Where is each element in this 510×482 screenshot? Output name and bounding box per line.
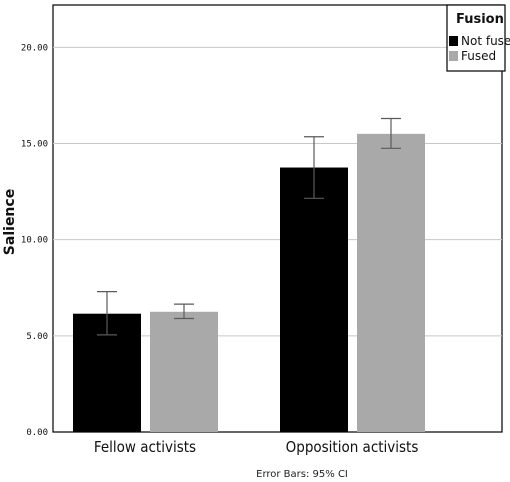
x-axis-category-labels: Fellow activists Opposition activists xyxy=(94,438,418,456)
error-bars xyxy=(97,117,401,336)
legend-title: Fusion xyxy=(456,12,504,27)
y-tick-label: 20.00 xyxy=(21,43,48,53)
legend-label-not-fused: Not fused xyxy=(461,34,510,48)
legend-swatch-fused xyxy=(449,51,458,61)
bars xyxy=(73,133,425,432)
y-tick-label: 15.00 xyxy=(21,139,48,149)
error-bar xyxy=(97,290,117,336)
legend: Fusion Not fused Fused xyxy=(446,4,510,72)
y-tick-label: 0.00 xyxy=(26,428,48,438)
y-axis-ticks: 0.00 5.00 10.00 15.00 20.00 xyxy=(21,43,48,438)
y-tick-label: 5.00 xyxy=(26,332,48,342)
error-bars-footnote: Error Bars: 95% CI xyxy=(256,469,348,480)
y-axis-title: Salience xyxy=(2,189,18,255)
bar-fused xyxy=(357,133,425,432)
bar-not-fused xyxy=(280,167,348,432)
error-bar xyxy=(381,117,401,149)
x-category-label: Opposition activists xyxy=(286,438,419,456)
legend-label-fused: Fused xyxy=(461,49,496,63)
y-tick-label: 10.00 xyxy=(21,236,48,246)
error-bar xyxy=(174,303,194,320)
x-category-label: Fellow activists xyxy=(94,438,196,456)
error-bar xyxy=(304,136,324,199)
bar-fused xyxy=(150,311,218,432)
legend-swatch-not-fused xyxy=(449,36,458,46)
